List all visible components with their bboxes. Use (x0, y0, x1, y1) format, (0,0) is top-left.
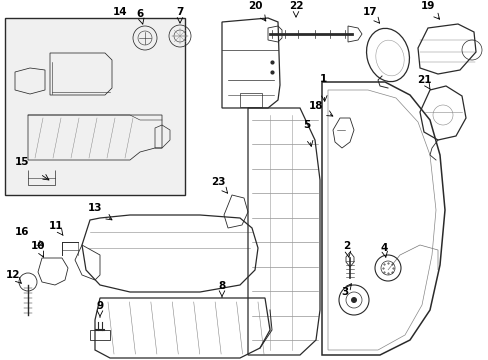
Text: 7: 7 (176, 7, 183, 17)
Text: 20: 20 (247, 1, 262, 11)
Text: 14: 14 (112, 7, 127, 17)
Text: 5: 5 (303, 120, 310, 130)
Text: 10: 10 (31, 241, 45, 251)
Text: 17: 17 (362, 7, 377, 17)
Bar (5, 18, 184, 195)
Text: 6: 6 (136, 9, 143, 19)
Text: 2: 2 (343, 241, 350, 251)
Text: 16: 16 (15, 227, 29, 237)
Text: 1: 1 (319, 74, 326, 84)
Text: 9: 9 (96, 301, 103, 311)
Text: 23: 23 (210, 177, 225, 187)
Text: 15: 15 (15, 157, 29, 167)
Circle shape (350, 297, 356, 303)
Text: 8: 8 (218, 281, 225, 291)
Text: 3: 3 (341, 287, 348, 297)
Text: 19: 19 (420, 1, 434, 11)
Text: 22: 22 (288, 1, 303, 11)
Text: 21: 21 (416, 75, 430, 85)
Text: 13: 13 (87, 203, 102, 213)
Bar (240, 93, 262, 107)
Text: 4: 4 (380, 243, 387, 253)
Text: 11: 11 (49, 221, 63, 231)
Text: 12: 12 (6, 270, 20, 280)
Text: 18: 18 (308, 101, 323, 111)
